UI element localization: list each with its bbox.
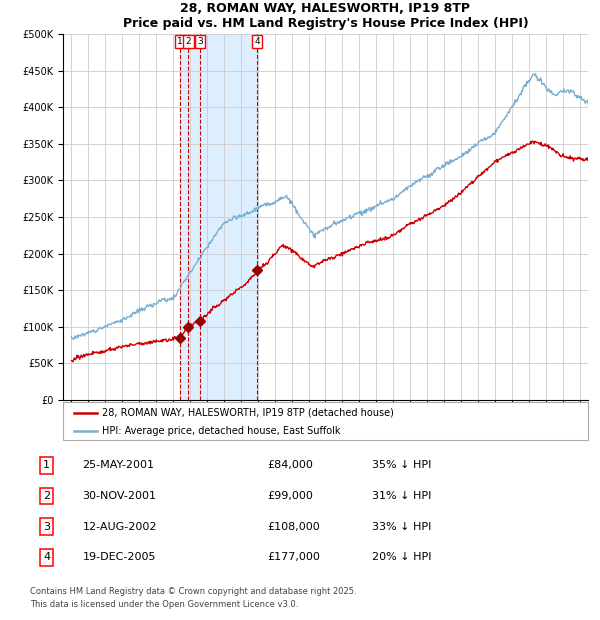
Text: 12-AUG-2002: 12-AUG-2002	[82, 521, 157, 532]
FancyBboxPatch shape	[63, 402, 588, 440]
Text: £177,000: £177,000	[268, 552, 320, 562]
Title: 28, ROMAN WAY, HALESWORTH, IP19 8TP
Price paid vs. HM Land Registry's House Pric: 28, ROMAN WAY, HALESWORTH, IP19 8TP Pric…	[122, 2, 529, 30]
Text: 25-MAY-2001: 25-MAY-2001	[82, 460, 154, 471]
Text: 4: 4	[254, 37, 260, 46]
Text: 1: 1	[43, 460, 50, 471]
Text: 28, ROMAN WAY, HALESWORTH, IP19 8TP (detached house): 28, ROMAN WAY, HALESWORTH, IP19 8TP (det…	[103, 407, 394, 417]
Text: 4: 4	[43, 552, 50, 562]
Text: 1: 1	[177, 37, 182, 46]
Text: 20% ↓ HPI: 20% ↓ HPI	[372, 552, 432, 562]
Text: 2: 2	[43, 491, 50, 501]
Text: HPI: Average price, detached house, East Suffolk: HPI: Average price, detached house, East…	[103, 425, 341, 436]
Text: 19-DEC-2005: 19-DEC-2005	[82, 552, 156, 562]
Text: £84,000: £84,000	[268, 460, 313, 471]
Text: Contains HM Land Registry data © Crown copyright and database right 2025.
This d: Contains HM Land Registry data © Crown c…	[30, 587, 356, 609]
Text: 3: 3	[197, 37, 203, 46]
Text: £99,000: £99,000	[268, 491, 313, 501]
Text: 31% ↓ HPI: 31% ↓ HPI	[372, 491, 431, 501]
Text: 35% ↓ HPI: 35% ↓ HPI	[372, 460, 431, 471]
Text: 3: 3	[43, 521, 50, 532]
Text: 33% ↓ HPI: 33% ↓ HPI	[372, 521, 431, 532]
Text: £108,000: £108,000	[268, 521, 320, 532]
Text: 30-NOV-2001: 30-NOV-2001	[82, 491, 157, 501]
Bar	[179, 34, 257, 400]
Text: 2: 2	[185, 37, 191, 46]
